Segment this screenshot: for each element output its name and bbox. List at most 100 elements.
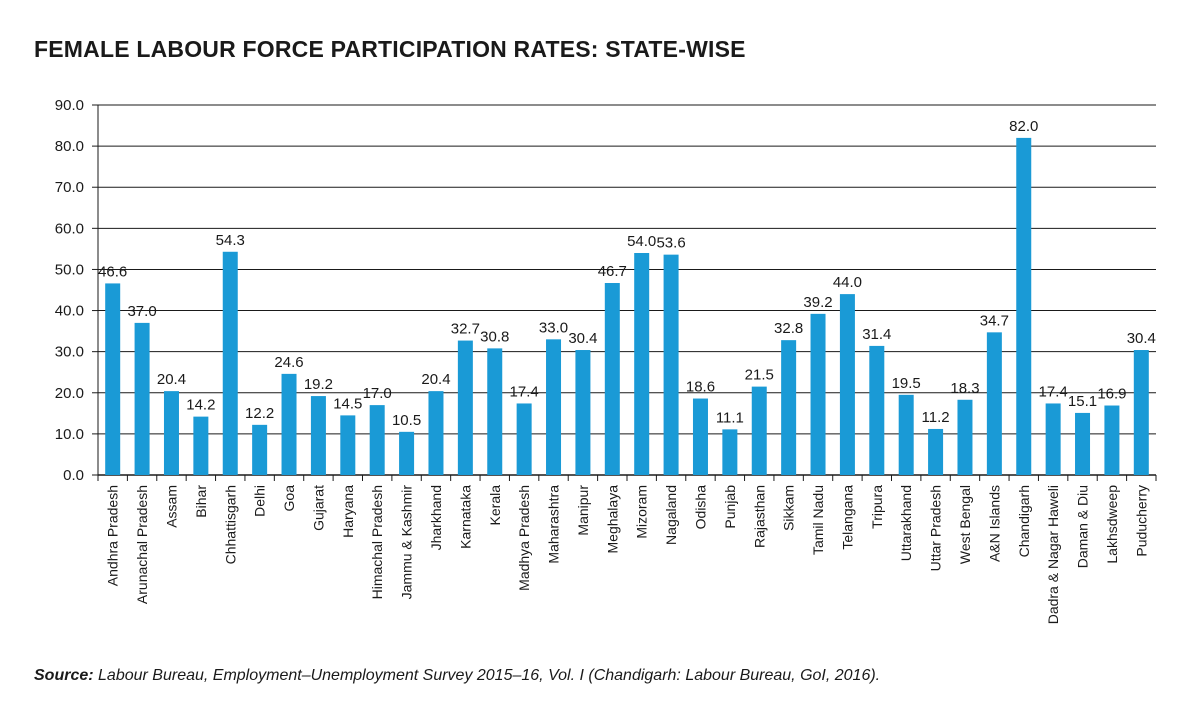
data-label: 14.5 [333, 395, 362, 412]
data-label: 30.4 [568, 330, 597, 347]
data-label: 18.6 [686, 379, 715, 396]
bar [810, 313, 826, 475]
data-label: 11.1 [716, 409, 744, 426]
category-label: Madhya Pradesh [516, 485, 532, 591]
category-label: Manipur [575, 485, 591, 536]
bar [722, 429, 738, 475]
bar [105, 283, 121, 475]
bar [487, 348, 503, 475]
bar [1045, 403, 1061, 475]
bar [399, 431, 415, 475]
y-tick-label: 0.0 [63, 467, 84, 484]
gridlines [92, 104, 1157, 481]
y-tick-label: 20.0 [55, 385, 84, 402]
data-label: 44.0 [833, 274, 862, 291]
data-labels: 46.637.020.414.254.312.224.619.214.517.0… [98, 118, 1156, 429]
y-tick-label: 70.0 [55, 179, 84, 196]
category-label: Goa [281, 485, 297, 512]
bar [781, 340, 797, 475]
data-label: 53.6 [656, 235, 685, 252]
data-label: 11.2 [922, 409, 950, 426]
data-label: 21.5 [745, 367, 774, 384]
data-label: 12.2 [245, 405, 274, 422]
bar [692, 398, 708, 475]
bar [751, 386, 767, 475]
y-tick-label: 60.0 [55, 220, 84, 237]
bar [340, 415, 356, 475]
bar [986, 332, 1002, 475]
bar [281, 373, 297, 475]
data-label: 15.1 [1068, 393, 1097, 410]
category-label: Jammu & Kashmir [399, 485, 415, 600]
category-label: Bihar [193, 485, 209, 518]
bar [604, 283, 620, 475]
bar [898, 394, 914, 475]
bar [1016, 137, 1032, 475]
category-label: Kerala [487, 485, 503, 526]
category-label: Gujarat [310, 485, 326, 531]
data-label: 10.5 [392, 412, 421, 429]
category-label: Odisha [692, 485, 708, 530]
category-label: Rajasthan [751, 485, 767, 548]
y-axis-tick-labels: 0.0 10.0 20.0 30.0 40.0 50.0 60.0 70.0 80.0 90.0 [55, 97, 84, 484]
data-label: 32.8 [774, 320, 803, 337]
category-label: Uttar Pradesh [928, 485, 944, 571]
y-tick-label: 80.0 [55, 138, 84, 155]
category-label: Meghalaya [604, 485, 620, 554]
category-label: Daman & Diu [1075, 485, 1091, 568]
bar [163, 391, 179, 475]
bar [428, 391, 444, 475]
data-label: 17.4 [1039, 383, 1068, 400]
data-label: 46.6 [98, 263, 127, 280]
data-label: 30.4 [1127, 330, 1156, 347]
bar [134, 322, 150, 475]
chart-title: FEMALE LABOUR FORCE PARTICIPATION RATES:… [34, 36, 746, 62]
bar [1075, 412, 1091, 475]
data-label: 19.5 [892, 375, 921, 392]
bar [546, 339, 562, 475]
category-label: Haryana [340, 485, 356, 538]
y-tick-label: 50.0 [55, 261, 84, 278]
category-label: West Bengal [957, 485, 973, 564]
data-label: 19.2 [304, 376, 333, 393]
bar [457, 340, 473, 475]
y-tick-label: 40.0 [55, 303, 84, 320]
category-label: Telangana [839, 485, 855, 550]
category-label: A&N Islands [986, 485, 1002, 562]
category-label: Tripura [869, 485, 885, 529]
data-label: 54.0 [627, 233, 656, 250]
data-label: 20.4 [157, 371, 186, 388]
bar [222, 251, 238, 475]
bar [369, 405, 385, 475]
bar [310, 396, 326, 475]
y-tick-label: 90.0 [55, 97, 84, 114]
category-label: Sikkam [781, 485, 797, 531]
bar [928, 428, 944, 475]
data-label: 82.0 [1009, 118, 1038, 135]
bar [663, 254, 679, 475]
y-tick-label: 10.0 [55, 426, 84, 443]
data-label: 18.3 [950, 380, 979, 397]
category-label: Assam [163, 485, 179, 528]
data-label: 31.4 [862, 326, 891, 343]
category-label: Lakhsdweep [1104, 485, 1120, 564]
source-label: Source: [34, 667, 94, 684]
data-label: 32.7 [451, 321, 480, 338]
y-tick-label: 30.0 [55, 344, 84, 361]
category-label: Puducherry [1133, 485, 1149, 557]
data-label: 14.2 [186, 397, 215, 414]
category-label: Himachal Pradesh [369, 485, 385, 599]
bar [839, 294, 855, 475]
data-label: 46.7 [598, 263, 627, 280]
category-label: Arunachal Pradesh [134, 485, 150, 604]
category-label: Chandigarh [1016, 485, 1032, 557]
bar [869, 345, 885, 475]
bar [634, 253, 650, 475]
data-label: 33.0 [539, 319, 568, 336]
bar-chart: 0.010.020.030.040.050.060.070.080.090.0 … [55, 97, 1157, 624]
category-label: Mizoram [634, 485, 650, 539]
category-label: Punjab [722, 485, 738, 529]
source-text: Labour Bureau, Employment–Unemployment S… [93, 667, 881, 684]
category-label: Tamil Nadu [810, 485, 826, 555]
data-label: 24.6 [274, 354, 303, 371]
